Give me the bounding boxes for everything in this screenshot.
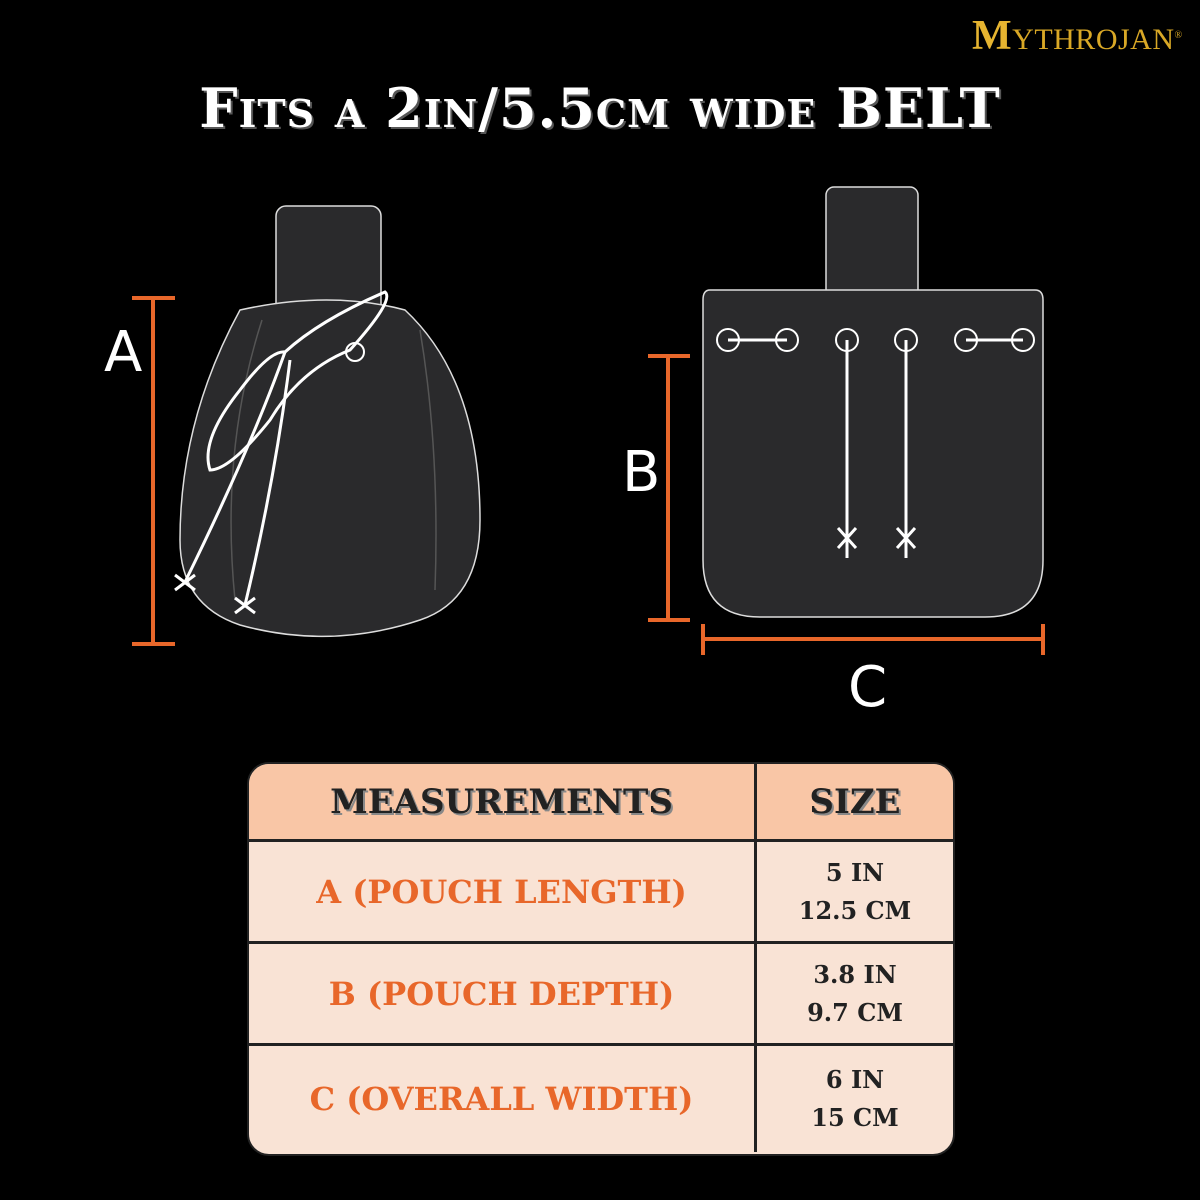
size-cm: 9.7 CM [807, 997, 903, 1027]
registered-mark: ® [1174, 30, 1183, 41]
flat-pouch-illustration [702, 186, 1044, 618]
table-row: A (POUCH LENGTH) 5 IN 12.5 CM [249, 842, 953, 944]
drawstring-pouch-illustration [174, 205, 481, 638]
measurement-name: C (OVERALL WIDTH) [309, 1080, 694, 1118]
size-cm: 15 CM [811, 1103, 899, 1132]
measurement-name: A (POUCH LENGTH) [316, 872, 687, 911]
table-row: C (OVERALL WIDTH) 6 IN 15 CM [249, 1046, 953, 1152]
size-inch: 3.8 IN [813, 959, 897, 989]
size-inch: 5 IN [825, 857, 885, 887]
header-measurements: MEASUREMENTS [330, 781, 673, 822]
logo-initial: M [972, 13, 1013, 59]
measurement-name: B (POUCH DEPTH) [328, 974, 675, 1013]
size-cm: 12.5 CM [798, 895, 912, 925]
table-row: B (POUCH DEPTH) 3.8 IN 9.7 CM [249, 944, 953, 1046]
size-inch: 6 IN [825, 1065, 885, 1094]
brand-logo: MYTHROJAN® [972, 12, 1183, 60]
dimension-a-label: A [104, 320, 143, 385]
dimension-a-line [132, 296, 175, 646]
dimension-b-line [648, 354, 690, 622]
header-size: SIZE [809, 781, 901, 822]
measurements-table: MEASUREMENTS SIZE A (POUCH LENGTH) 5 IN 1… [247, 762, 955, 1156]
dimension-c-line [701, 624, 1045, 655]
page-title: Fits a 2in/5.5cm wide BELT [199, 76, 1001, 140]
dimension-c-label: C [848, 655, 888, 720]
table-header-row: MEASUREMENTS SIZE [249, 764, 953, 842]
pouch-diagram [132, 186, 1045, 655]
dimension-b-label: B [622, 440, 661, 505]
logo-rest: YTHROJAN [1012, 23, 1175, 56]
